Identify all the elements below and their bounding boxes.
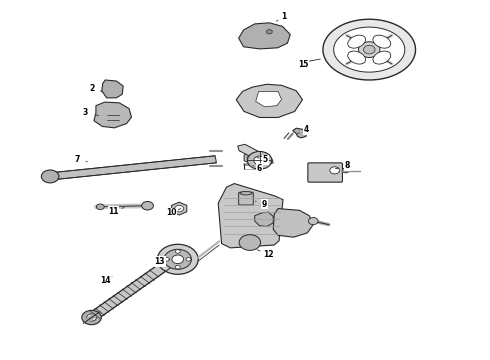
Text: 7: 7: [74, 155, 79, 164]
Text: 2: 2: [89, 84, 94, 93]
Ellipse shape: [373, 35, 391, 48]
Polygon shape: [236, 84, 302, 117]
Ellipse shape: [348, 35, 366, 48]
Ellipse shape: [373, 51, 391, 64]
Polygon shape: [238, 144, 273, 165]
Text: 1: 1: [281, 12, 287, 21]
Circle shape: [142, 202, 153, 210]
Text: 4: 4: [303, 126, 309, 135]
Circle shape: [186, 257, 191, 261]
Polygon shape: [256, 91, 282, 107]
Circle shape: [41, 170, 59, 183]
Polygon shape: [334, 27, 405, 72]
Text: 12: 12: [263, 250, 273, 259]
Circle shape: [165, 257, 170, 261]
Circle shape: [175, 249, 180, 253]
Polygon shape: [88, 262, 170, 321]
Circle shape: [157, 244, 198, 274]
Text: 9: 9: [262, 200, 267, 209]
Polygon shape: [255, 212, 273, 226]
Polygon shape: [273, 208, 313, 237]
Circle shape: [87, 314, 97, 321]
Text: 6: 6: [257, 164, 262, 173]
Text: 10: 10: [166, 208, 176, 217]
Circle shape: [164, 249, 192, 269]
Circle shape: [247, 155, 255, 161]
Circle shape: [82, 310, 101, 325]
Text: 14: 14: [100, 276, 110, 285]
Circle shape: [359, 42, 380, 58]
Text: 5: 5: [263, 156, 268, 165]
Circle shape: [175, 265, 180, 269]
Text: 13: 13: [154, 257, 165, 266]
Circle shape: [254, 156, 266, 165]
FancyBboxPatch shape: [239, 192, 253, 205]
Circle shape: [172, 255, 184, 264]
Circle shape: [175, 205, 184, 212]
Polygon shape: [239, 23, 290, 49]
Text: 8: 8: [344, 161, 350, 170]
Circle shape: [364, 45, 375, 54]
Circle shape: [308, 217, 318, 225]
Polygon shape: [49, 156, 217, 180]
Polygon shape: [218, 184, 283, 248]
Circle shape: [267, 30, 272, 34]
Circle shape: [247, 152, 272, 169]
Circle shape: [343, 168, 349, 173]
Polygon shape: [102, 80, 123, 98]
Polygon shape: [244, 152, 258, 163]
Text: 11: 11: [108, 207, 119, 216]
Polygon shape: [172, 202, 187, 215]
Text: 3: 3: [83, 108, 88, 117]
Circle shape: [239, 235, 261, 250]
Circle shape: [330, 167, 340, 174]
Polygon shape: [293, 128, 307, 138]
Ellipse shape: [240, 192, 252, 195]
Text: 15: 15: [298, 60, 309, 69]
Polygon shape: [94, 102, 131, 128]
Circle shape: [97, 204, 104, 210]
Polygon shape: [323, 19, 416, 80]
Ellipse shape: [348, 51, 366, 64]
FancyBboxPatch shape: [308, 163, 343, 182]
